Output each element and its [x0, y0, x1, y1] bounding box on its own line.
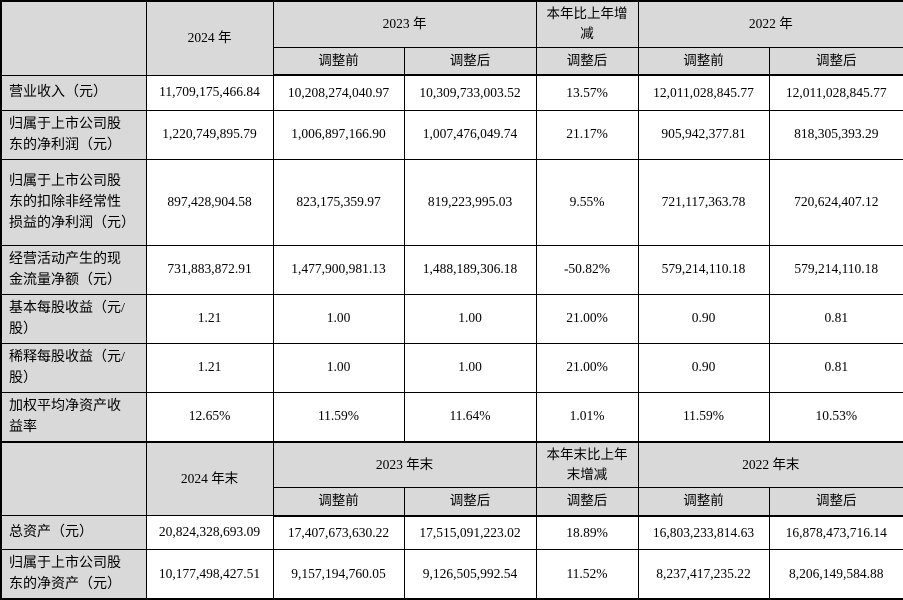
cell-2024: 1.21 — [145, 342, 274, 393]
cell-2023-after: 1,007,476,049.74 — [403, 109, 537, 160]
row-label: 归属于上市公司股东的净利润（元） — [0, 109, 147, 160]
table-row: 稀释每股收益（元/股） 1.21 1.00 1.00 21.00% 0.90 0… — [0, 342, 903, 393]
header-yearend-change: 本年末比上年末增减 — [535, 441, 639, 488]
cell-2023-before: 17,407,673,630.22 — [272, 515, 405, 550]
cell-change: 21.00% — [535, 342, 639, 393]
cell-change: -50.82% — [535, 244, 639, 295]
subheader-after-2022: 调整后 — [768, 487, 903, 517]
subheader-after-change: 调整后 — [535, 487, 639, 517]
header-yearend-2023: 2023 年末 — [272, 441, 537, 488]
cell-2022-after: 16,878,473,716.14 — [768, 515, 903, 550]
cell-2022-after: 0.81 — [768, 293, 903, 344]
cell-2022-after: 12,011,028,845.77 — [768, 74, 903, 111]
table-row: 基本每股收益（元/股） 1.21 1.00 1.00 21.00% 0.90 0… — [0, 293, 903, 344]
subheader-after-2023: 调整后 — [403, 487, 537, 517]
header-row-adjust: 调整前 调整后 调整后 调整前 调整后 — [1, 487, 903, 517]
cell-2023-before: 1.00 — [272, 293, 405, 344]
table-row: 归属于上市公司股东的净利润（元） 1,220,749,895.79 1,006,… — [0, 109, 903, 160]
cell-2023-after: 17,515,091,223.02 — [403, 515, 537, 550]
cell-2022-before: 0.90 — [637, 293, 770, 344]
row-label: 归属于上市公司股东的扣除非经常性损益的净利润（元） — [0, 158, 147, 246]
cell-2022-after: 10.53% — [768, 391, 903, 443]
cell-2023-before: 9,157,194,760.05 — [272, 549, 405, 600]
cell-2022-before: 16,803,233,814.63 — [637, 515, 770, 550]
cell-2022-before: 11.59% — [637, 391, 770, 443]
header-row-adjust: 调整前 调整后 调整后 调整前 调整后 — [1, 46, 903, 76]
cell-2023-before: 11.59% — [272, 391, 405, 443]
cell-2023-before: 823,175,359.97 — [272, 158, 405, 246]
cell-2024: 731,883,872.91 — [145, 244, 274, 295]
row-label: 稀释每股收益（元/股） — [0, 342, 147, 393]
cell-2024: 897,428,904.58 — [145, 158, 274, 246]
cell-2022-after: 579,214,110.18 — [768, 244, 903, 295]
subheader-before-2023: 调整前 — [272, 46, 405, 76]
row-label: 营业收入（元） — [0, 74, 147, 111]
cell-change: 13.57% — [535, 74, 639, 111]
cell-2023-before: 10,208,274,040.97 — [272, 74, 405, 111]
cell-change: 18.89% — [535, 515, 639, 550]
header-row-years: 2024 年 2023 年 本年比上年增减 2022 年 — [0, 0, 903, 76]
header-year-2023: 2023 年 — [272, 0, 537, 48]
cell-2023-after: 1.00 — [403, 342, 537, 393]
header-year-2024: 2024 年 — [145, 0, 274, 76]
header-row-yearend: 2024 年末 2023 年末 本年末比上年末增减 2022 年末 — [0, 441, 903, 516]
cell-2024: 1.21 — [145, 293, 274, 344]
subheader-after-2023: 调整后 — [403, 46, 537, 76]
row-label: 归属于上市公司股东的净资产（元） — [0, 549, 147, 600]
subheader-before-2023: 调整前 — [272, 487, 405, 517]
subheader-before-2022: 调整前 — [637, 487, 770, 517]
cell-2022-before: 905,942,377.81 — [637, 109, 770, 160]
table-row: 经营活动产生的现金流量净额（元） 731,883,872.91 1,477,90… — [0, 244, 903, 295]
cell-change: 21.00% — [535, 293, 639, 344]
cell-2022-after: 720,624,407.12 — [768, 158, 903, 246]
table-row: 总资产（元） 20,824,328,693.09 17,407,673,630.… — [0, 515, 903, 550]
row-label: 基本每股收益（元/股） — [0, 293, 147, 344]
cell-2023-after: 819,223,995.03 — [403, 158, 537, 246]
corner-cell — [0, 0, 147, 76]
cell-change: 1.01% — [535, 391, 639, 443]
cell-2024: 10,177,498,427.51 — [145, 549, 274, 600]
cell-2023-after: 1.00 — [403, 293, 537, 344]
cell-2022-after: 818,305,393.29 — [768, 109, 903, 160]
table-row: 归属于上市公司股东的扣除非经常性损益的净利润（元） 897,428,904.58… — [0, 158, 903, 246]
cell-2024: 20,824,328,693.09 — [145, 515, 274, 550]
cell-2022-before: 8,237,417,235.22 — [637, 549, 770, 600]
row-label: 总资产（元） — [0, 515, 147, 550]
cell-2023-after: 9,126,505,992.54 — [403, 549, 537, 600]
cell-2023-before: 1,477,900,981.13 — [272, 244, 405, 295]
table-row: 加权平均净资产收益率 12.65% 11.59% 11.64% 1.01% 11… — [0, 391, 903, 443]
cell-2022-before: 0.90 — [637, 342, 770, 393]
header-yearend-2024: 2024 年末 — [145, 441, 274, 516]
subheader-after-change: 调整后 — [535, 46, 639, 76]
subheader-after-2022: 调整后 — [768, 46, 903, 76]
cell-change: 11.52% — [535, 549, 639, 600]
subheader-before-2022: 调整前 — [637, 46, 770, 76]
table-row: 营业收入（元） 11,709,175,466.84 10,208,274,040… — [0, 74, 903, 111]
cell-2023-after: 1,488,189,306.18 — [403, 244, 537, 295]
cell-change: 21.17% — [535, 109, 639, 160]
cell-2022-before: 579,214,110.18 — [637, 244, 770, 295]
cell-2024: 12.65% — [145, 391, 274, 443]
cell-2023-before: 1.00 — [272, 342, 405, 393]
cell-2023-before: 1,006,897,166.90 — [272, 109, 405, 160]
row-label: 加权平均净资产收益率 — [0, 391, 147, 443]
cell-2022-before: 721,117,363.78 — [637, 158, 770, 246]
row-label: 经营活动产生的现金流量净额（元） — [0, 244, 147, 295]
corner-cell — [0, 441, 147, 516]
header-change: 本年比上年增减 — [535, 0, 639, 48]
table-row: 归属于上市公司股东的净资产（元） 10,177,498,427.51 9,157… — [0, 549, 903, 600]
cell-change: 9.55% — [535, 158, 639, 246]
cell-2023-after: 10,309,733,003.52 — [403, 74, 537, 111]
cell-2022-before: 12,011,028,845.77 — [637, 74, 770, 111]
cell-2023-after: 11.64% — [403, 391, 537, 443]
cell-2024: 11,709,175,466.84 — [145, 74, 274, 111]
cell-2024: 1,220,749,895.79 — [145, 109, 274, 160]
cell-2022-after: 0.81 — [768, 342, 903, 393]
cell-2022-after: 8,206,149,584.88 — [768, 549, 903, 600]
header-yearend-2022: 2022 年末 — [637, 441, 903, 488]
header-year-2022: 2022 年 — [637, 0, 903, 48]
